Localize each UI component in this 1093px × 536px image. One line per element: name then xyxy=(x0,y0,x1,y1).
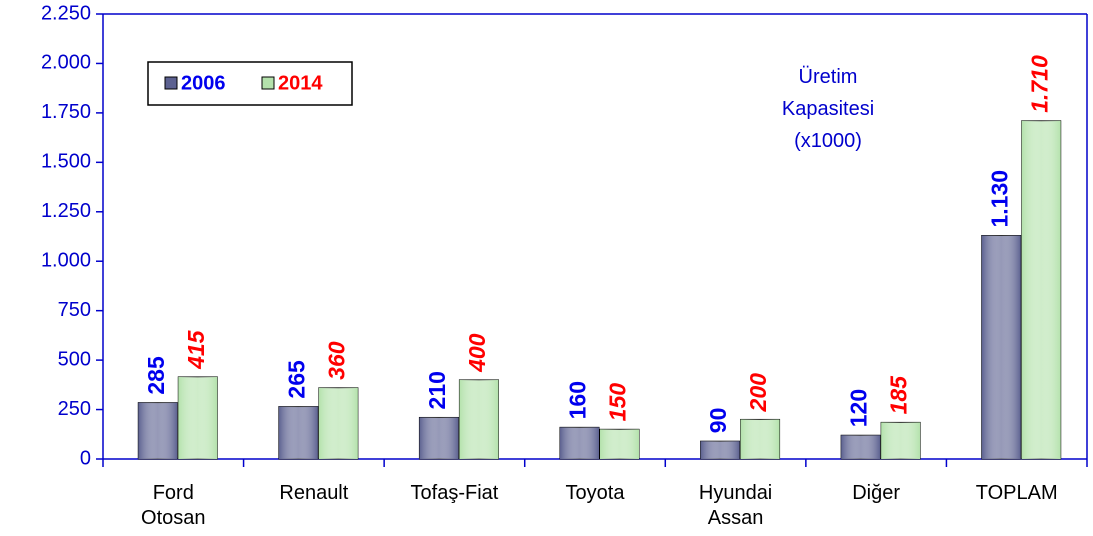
data-label: 265 xyxy=(283,360,309,399)
y-tick-label: 2.250 xyxy=(41,2,91,24)
bar xyxy=(318,387,359,460)
data-label: 400 xyxy=(464,333,490,373)
bar xyxy=(458,379,499,460)
data-label: 360 xyxy=(323,341,349,380)
bar xyxy=(278,406,319,460)
x-tick-label: Diğer xyxy=(852,482,900,504)
bar xyxy=(981,235,1022,460)
legend-swatch xyxy=(164,76,178,90)
y-tick-label: 750 xyxy=(58,299,91,321)
data-label: 1.710 xyxy=(1026,55,1052,113)
y-tick-label: 500 xyxy=(58,348,91,370)
bar xyxy=(599,428,640,460)
data-label: 120 xyxy=(846,389,872,427)
legend-box xyxy=(147,61,353,106)
data-label: 415 xyxy=(183,329,209,370)
bar xyxy=(840,434,881,460)
legend-swatch xyxy=(261,76,275,90)
bar xyxy=(1021,120,1062,460)
bar xyxy=(700,440,741,460)
x-tick-label: Tofaş-Fiat xyxy=(411,482,499,504)
y-tick-label: 1.750 xyxy=(41,101,91,123)
bar xyxy=(880,421,921,460)
bar xyxy=(740,418,781,460)
x-tick-label: Hyundai Assan xyxy=(699,482,772,529)
legend-label: 2014 xyxy=(278,72,323,94)
x-tick-label: TOPLAM xyxy=(976,482,1058,504)
y-tick-label: 2.000 xyxy=(41,52,91,74)
bar xyxy=(559,426,600,460)
bar xyxy=(418,416,459,460)
x-tick-label: Renault xyxy=(279,482,348,504)
data-label: 160 xyxy=(565,381,591,419)
data-label: 210 xyxy=(424,371,450,409)
x-tick-label: Ford Otosan xyxy=(141,482,205,529)
bar xyxy=(137,402,178,460)
x-tick-label: Toyota xyxy=(566,482,626,504)
y-tick-label: 250 xyxy=(58,398,91,420)
data-label: 1.130 xyxy=(986,170,1012,228)
y-tick-label: 0 xyxy=(80,447,91,469)
bar xyxy=(177,376,218,460)
data-label: 90 xyxy=(705,408,731,434)
y-tick-label: 1.250 xyxy=(41,200,91,222)
y-tick-label: 1.500 xyxy=(41,151,91,173)
data-label: 200 xyxy=(745,373,771,413)
legend-label: 2006 xyxy=(181,72,226,94)
data-label: 150 xyxy=(605,383,631,422)
data-label: 185 xyxy=(886,375,912,415)
y-tick-label: 1.000 xyxy=(41,250,91,272)
data-label: 285 xyxy=(143,356,169,395)
annotation: Üretim Kapasitesi (x1000) xyxy=(782,66,874,152)
